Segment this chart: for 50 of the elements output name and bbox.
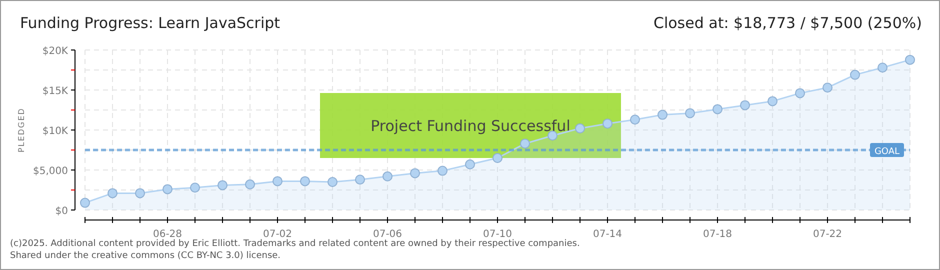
point bbox=[575, 123, 585, 134]
point bbox=[355, 174, 365, 185]
point bbox=[492, 153, 502, 163]
point bbox=[438, 166, 448, 176]
point bbox=[905, 54, 915, 65]
point bbox=[190, 182, 200, 193]
point bbox=[245, 179, 255, 190]
x-tick-label: 07-06 bbox=[372, 229, 402, 240]
chart-subtitle: Closed at: $18,773 / $7,500 (250%) bbox=[653, 14, 922, 32]
text: Shared under the creative commons (CC BY-NC 3.0) license. bbox=[10, 251, 281, 261]
y-tick-label: $0 bbox=[55, 206, 68, 217]
point bbox=[768, 96, 778, 106]
point bbox=[878, 62, 888, 73]
ref-line-label: GOAL bbox=[874, 147, 900, 157]
x-tick-label: 07-22 bbox=[812, 229, 842, 240]
y-tick-label: $10K bbox=[42, 126, 68, 137]
x-tick-label: 06-28 bbox=[152, 229, 182, 240]
point bbox=[80, 198, 90, 208]
point bbox=[328, 177, 338, 187]
point bbox=[218, 180, 228, 190]
x-tick-label: 07-14 bbox=[592, 229, 622, 240]
point bbox=[795, 88, 805, 98]
point bbox=[548, 130, 558, 141]
point bbox=[108, 188, 118, 198]
x-tick-label: 07-18 bbox=[702, 229, 732, 240]
point bbox=[630, 114, 640, 125]
y-axis-title: PLEDGED bbox=[17, 108, 26, 152]
point bbox=[658, 110, 668, 120]
text: (c)2025. Additional content provided by Eric Elliott. Trademarks and related content are owned by their respective companies. bbox=[10, 239, 580, 249]
y-tick-label: $5,000 bbox=[33, 166, 68, 177]
point bbox=[712, 104, 722, 114]
point bbox=[300, 176, 310, 186]
x-tick-label: 07-02 bbox=[262, 229, 292, 240]
point bbox=[135, 188, 145, 198]
point bbox=[382, 171, 392, 182]
point bbox=[465, 159, 475, 170]
point bbox=[602, 118, 612, 129]
y-tick-label: $15K bbox=[42, 86, 68, 97]
point bbox=[740, 100, 750, 110]
point bbox=[520, 138, 530, 149]
point bbox=[162, 184, 172, 194]
y-tick-label: $20K bbox=[42, 46, 68, 57]
point bbox=[685, 108, 695, 118]
chart-title: Funding Progress: Learn JavaScript bbox=[20, 14, 280, 32]
annotation: Project Funding Successful bbox=[370, 117, 570, 135]
point bbox=[822, 82, 832, 93]
point bbox=[410, 168, 420, 178]
point bbox=[272, 176, 282, 186]
point bbox=[850, 70, 860, 80]
x-tick-label: 07-10 bbox=[482, 229, 512, 240]
